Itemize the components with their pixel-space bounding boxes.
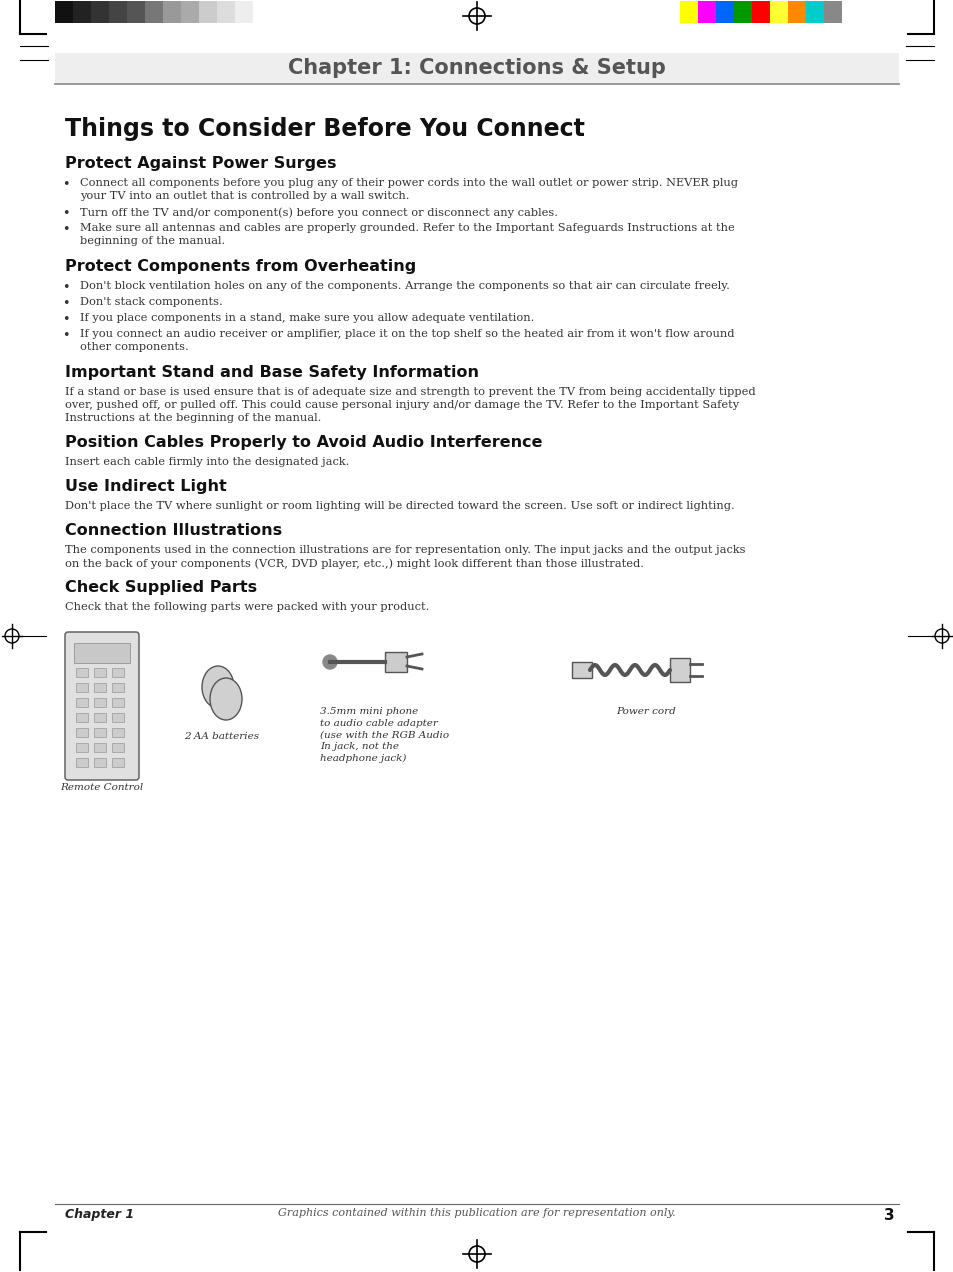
Text: Protect Against Power Surges: Protect Against Power Surges (65, 156, 336, 170)
Text: •: • (63, 223, 70, 237)
Bar (769, 1, 787, 23)
Text: 2 AA batteries: 2 AA batteries (184, 731, 259, 742)
FancyBboxPatch shape (65, 632, 139, 780)
Bar (679, 1, 698, 23)
Bar (787, 1, 805, 23)
Bar (94, 758, 106, 767)
Bar (112, 758, 124, 767)
Bar (112, 668, 124, 677)
Text: Instructions at the beginning of the manual.: Instructions at the beginning of the man… (65, 413, 321, 424)
Bar (716, 1, 733, 23)
Bar (669, 658, 689, 682)
Bar (74, 644, 130, 663)
Bar (698, 1, 716, 23)
Text: Turn off the TV and/or component(s) before you connect or disconnect any cables.: Turn off the TV and/or component(s) befo… (80, 207, 558, 218)
Text: other components.: other components. (80, 342, 189, 352)
Bar (112, 743, 124, 752)
Bar (112, 728, 124, 736)
Text: •: • (63, 296, 70, 310)
Text: Power cord: Power cord (616, 707, 675, 716)
Bar (94, 683, 106, 692)
Text: Connect all components before you plug any of their power cords into the wall ou: Connect all components before you plug a… (80, 178, 738, 188)
Bar (181, 1, 199, 23)
Text: •: • (63, 178, 70, 191)
Text: Important Stand and Base Safety Information: Important Stand and Base Safety Informat… (65, 365, 478, 380)
Bar (94, 668, 106, 677)
Bar (572, 661, 592, 678)
Bar (199, 1, 216, 23)
Text: Don't stack components.: Don't stack components. (80, 296, 222, 307)
Ellipse shape (210, 678, 242, 720)
Bar (127, 1, 145, 23)
Text: Remote Control: Remote Control (60, 784, 144, 792)
Text: If you connect an audio receiver or amplifier, place it on the top shelf so the : If you connect an audio receiver or ampl… (80, 329, 734, 340)
Text: Graphics contained within this publication are for representation only.: Graphics contained within this publicati… (278, 1208, 675, 1219)
Text: Protect Components from Overheating: Protect Components from Overheating (65, 259, 416, 273)
Bar (805, 1, 823, 23)
Bar (94, 728, 106, 736)
Bar (163, 1, 181, 23)
Bar (385, 653, 407, 672)
Bar (76, 683, 88, 692)
Text: on the back of your components (VCR, DVD player, etc.,) might look different tha: on the back of your components (VCR, DVD… (65, 558, 643, 569)
Bar (76, 743, 88, 752)
Bar (55, 1, 73, 23)
Bar (94, 714, 106, 722)
Text: 3.5mm mini phone
to audio cable adapter
(use with the RGB Audio
In jack, not the: 3.5mm mini phone to audio cable adapter … (319, 707, 449, 763)
Text: Make sure all antennas and cables are properly grounded. Refer to the Important : Make sure all antennas and cables are pr… (80, 223, 734, 233)
Bar (145, 1, 163, 23)
Text: Chapter 1: Connections & Setup: Chapter 1: Connections & Setup (288, 59, 665, 78)
Text: Chapter 1: Chapter 1 (65, 1208, 134, 1221)
Text: Position Cables Properly to Avoid Audio Interference: Position Cables Properly to Avoid Audio … (65, 435, 542, 450)
Bar (91, 1, 109, 23)
Bar (112, 698, 124, 707)
Bar (112, 683, 124, 692)
Text: Don't place the TV where sunlight or room lighting will be directed toward the s: Don't place the TV where sunlight or roo… (65, 501, 734, 511)
Bar (234, 1, 253, 23)
Bar (733, 1, 751, 23)
Bar (76, 728, 88, 736)
Bar (94, 698, 106, 707)
Text: Insert each cable firmly into the designated jack.: Insert each cable firmly into the design… (65, 457, 349, 467)
Bar (216, 1, 234, 23)
Text: •: • (63, 313, 70, 326)
Text: If a stand or base is used ensure that is of adequate size and strength to preve: If a stand or base is used ensure that i… (65, 387, 755, 397)
Bar (94, 743, 106, 752)
Bar (112, 714, 124, 722)
Ellipse shape (202, 667, 233, 709)
Text: your TV into an outlet that is controlled by a wall switch.: your TV into an outlet that is controlle… (80, 191, 409, 201)
Bar (109, 1, 127, 23)
Text: •: • (63, 281, 70, 294)
Text: •: • (63, 329, 70, 342)
Bar (751, 1, 769, 23)
Text: Things to Consider Before You Connect: Things to Consider Before You Connect (65, 117, 584, 141)
Text: •: • (63, 207, 70, 220)
Text: Use Indirect Light: Use Indirect Light (65, 480, 227, 494)
Circle shape (323, 655, 336, 669)
Bar (76, 698, 88, 707)
Bar (76, 758, 88, 767)
Text: 3: 3 (883, 1208, 894, 1222)
Text: The components used in the connection illustrations are for representation only.: The components used in the connection il… (65, 544, 744, 555)
Text: Don't block ventilation holes on any of the components. Arrange the components s: Don't block ventilation holes on any of … (80, 281, 729, 291)
Bar (73, 1, 91, 23)
Bar (76, 714, 88, 722)
Text: Connection Illustrations: Connection Illustrations (65, 523, 282, 538)
Text: over, pushed off, or pulled off. This could cause personal injury and/or damage : over, pushed off, or pulled off. This co… (65, 399, 739, 410)
Bar (76, 668, 88, 677)
Text: If you place components in a stand, make sure you allow adequate ventilation.: If you place components in a stand, make… (80, 313, 534, 323)
Text: beginning of the manual.: beginning of the manual. (80, 237, 225, 245)
Bar (823, 1, 841, 23)
Bar (55, 53, 898, 83)
Text: Check that the following parts were packed with your product.: Check that the following parts were pack… (65, 602, 429, 612)
Text: Check Supplied Parts: Check Supplied Parts (65, 580, 257, 595)
